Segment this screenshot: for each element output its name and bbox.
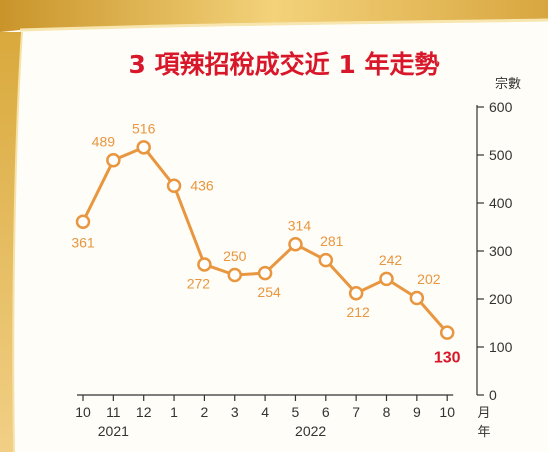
- x-tick-label: 9: [413, 404, 421, 420]
- data-labels: 361 489 516 436 272 250 254 314 281 212 242 202 130: [71, 120, 460, 366]
- data-label: 361: [71, 235, 95, 251]
- data-point: [409, 290, 425, 306]
- data-label: 242: [379, 252, 403, 268]
- y-tick-label: 0: [489, 387, 497, 403]
- data-point: [288, 237, 303, 252]
- x-tick-label: 10: [75, 404, 91, 420]
- y-tick-label: 200: [489, 291, 513, 307]
- data-label: 516: [132, 120, 156, 136]
- x-tick-label: 4: [261, 404, 269, 420]
- data-point: [379, 271, 394, 287]
- left-highlight: [12, 31, 23, 452]
- data-point: [136, 140, 151, 155]
- top-gold-band: [0, 0, 548, 32]
- x-year-label: 2021: [98, 423, 129, 439]
- x-tick-label: 11: [106, 404, 121, 420]
- top-highlight: [19, 18, 548, 32]
- data-point: [439, 325, 455, 340]
- data-label: 489: [92, 133, 116, 149]
- y-tick-label: 600: [489, 99, 513, 115]
- data-point: [348, 285, 364, 301]
- data-label: 212: [346, 304, 370, 320]
- chart-title: 3 項辣招稅成交近 1 年走勢: [129, 50, 440, 79]
- x-tick-label: 1: [170, 404, 178, 420]
- x-tick-label: 5: [292, 404, 300, 420]
- x-axis-year-unit: 年: [477, 425, 490, 440]
- y-tick-label: 400: [489, 195, 513, 211]
- y-tick-label: 300: [489, 243, 513, 259]
- x-tick-label: 6: [322, 404, 330, 420]
- data-point: [227, 267, 242, 283]
- data-point: [257, 265, 273, 281]
- data-label: 436: [190, 178, 214, 194]
- y-axis: 0 100 200 300 400 500 600 宗數: [476, 76, 521, 403]
- y-tick-label: 500: [489, 147, 513, 163]
- data-point: [75, 214, 91, 229]
- data-point: [318, 252, 334, 268]
- x-tick-label: 8: [383, 404, 391, 420]
- y-axis-unit-label: 宗數: [495, 76, 521, 92]
- data-label: 250: [223, 248, 247, 264]
- data-point: [106, 153, 121, 168]
- x-axis-month-unit: 月: [477, 406, 490, 421]
- data-point: [197, 257, 212, 272]
- data-label: 314: [288, 217, 312, 233]
- x-tick-label: 10: [439, 404, 455, 420]
- x-tick-label: 12: [136, 404, 152, 420]
- data-label: 281: [320, 233, 344, 249]
- x-tick-label: 3: [231, 404, 239, 420]
- x-tick-label: 7: [352, 404, 360, 420]
- x-year-label: 2022: [295, 423, 326, 439]
- data-label: 202: [417, 271, 441, 287]
- data-label: 272: [187, 275, 211, 291]
- y-tick-label: 100: [489, 339, 513, 355]
- x-tick-label: 2: [201, 404, 209, 420]
- data-point: [166, 178, 182, 193]
- series-line: [75, 140, 455, 340]
- data-label-highlight: 130: [434, 350, 461, 367]
- data-label: 254: [257, 284, 281, 300]
